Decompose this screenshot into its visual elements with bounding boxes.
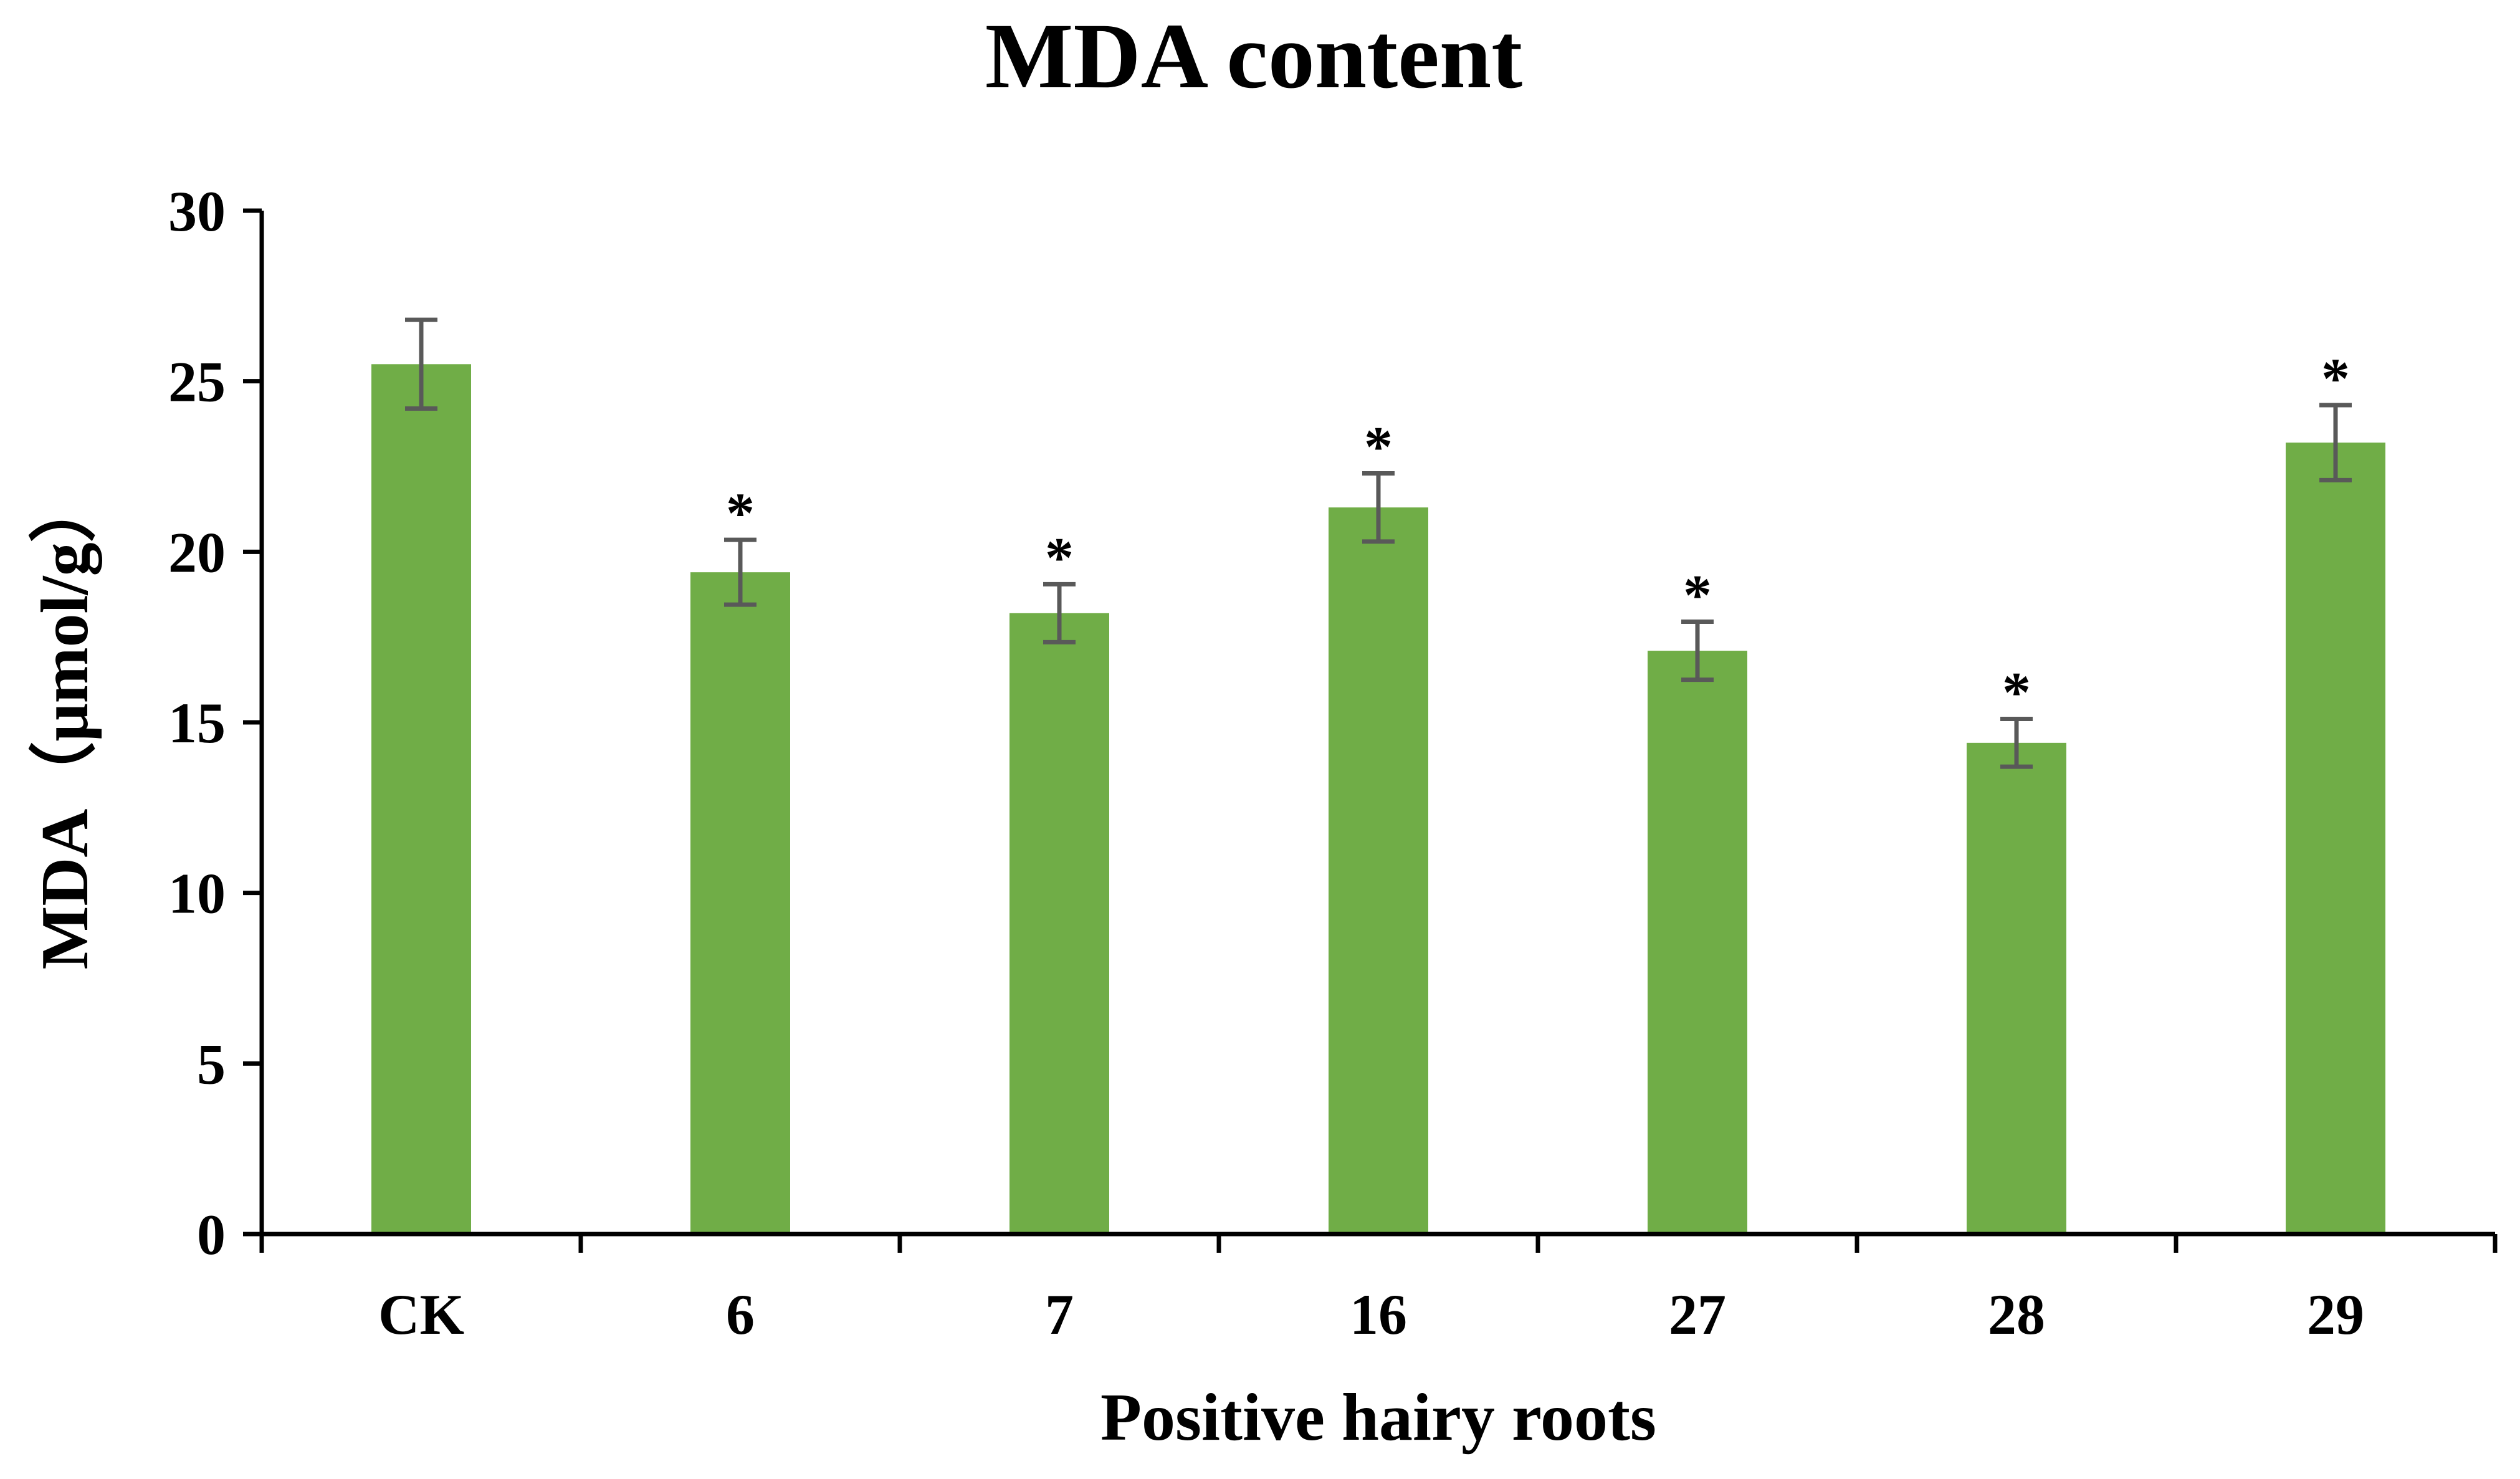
bar-6: [690, 572, 790, 1234]
significance-star-28: *: [2002, 661, 2031, 724]
x-tick-label-27: 27: [1669, 1283, 1726, 1346]
y-tick-label: 20: [168, 520, 226, 584]
x-axis-tick-labels: CK 6 7 16 27 28 29: [378, 1283, 2364, 1346]
x-tick-label-29: 29: [2307, 1283, 2364, 1346]
x-tick-label-28: 28: [1988, 1283, 2045, 1346]
significance-markers: * * * * * *: [726, 347, 2350, 724]
y-tick-label: 0: [197, 1203, 226, 1266]
y-tick-label: 10: [168, 862, 226, 926]
x-axis-title: Positive hairy roots: [1100, 1381, 1656, 1455]
y-tick-label: 25: [168, 350, 226, 414]
bar-28: [1967, 742, 2066, 1234]
bars: [371, 364, 2385, 1235]
bar-27: [1648, 651, 1747, 1234]
y-axis-title: MDA（μmol/g）: [28, 475, 102, 969]
bar-CK: [371, 364, 471, 1234]
chart-title: MDA content: [985, 4, 1522, 108]
y-tick-label: 5: [197, 1032, 226, 1096]
bar-7: [1009, 613, 1109, 1234]
y-tick-label: 15: [168, 691, 226, 755]
y-axis-tick-labels: 0 5 10 15 20 25 30: [168, 179, 226, 1266]
x-tick-label-CK: CK: [378, 1283, 464, 1346]
significance-star-29: *: [2321, 347, 2350, 410]
x-tick-label-7: 7: [1045, 1283, 1074, 1346]
significance-star-6: *: [726, 481, 755, 545]
error-bars: [405, 317, 2352, 769]
x-axis-ticks: [259, 1234, 2498, 1253]
x-tick-label-6: 6: [726, 1283, 755, 1346]
bar-16: [1329, 507, 1428, 1235]
y-tick-label: 30: [168, 179, 226, 243]
y-axis-ticks: [243, 208, 262, 1237]
significance-star-16: *: [1364, 414, 1393, 478]
significance-star-7: *: [1045, 525, 1074, 589]
x-tick-label-16: 16: [1350, 1283, 1407, 1346]
bar-29: [2286, 443, 2385, 1234]
significance-star-27: *: [1683, 563, 1712, 627]
